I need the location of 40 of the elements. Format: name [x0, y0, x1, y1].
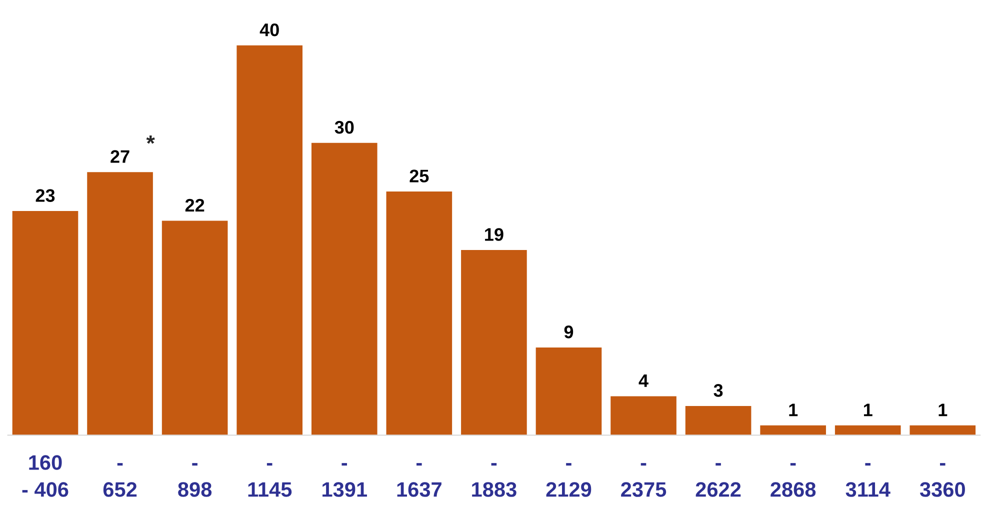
data-label: 23 [36, 189, 55, 202]
x-tick-label: - 1391 [322, 463, 367, 497]
data-label: 22 [185, 198, 204, 212]
x-tick-label: - 2622 [696, 463, 741, 497]
x-tick-label: - 2868 [770, 463, 816, 497]
x-tick-label: - 1883 [472, 463, 516, 497]
bar [87, 172, 153, 436]
data-label: 9 [564, 326, 574, 338]
data-label: 1 [938, 404, 948, 416]
data-label: 4 [638, 374, 648, 387]
x-tick-label: - 2129 [546, 463, 592, 497]
data-label: 1 [864, 404, 872, 416]
data-label: 3 [714, 384, 723, 397]
bar [536, 347, 602, 436]
bar [610, 396, 676, 436]
x-tick-label: - 898 [178, 463, 212, 497]
bar [685, 406, 752, 436]
data-label: 1 [789, 404, 798, 416]
x-tick-label: - 3360 [920, 463, 965, 497]
bar [311, 142, 378, 436]
x-tick-label: - 3114 [846, 463, 890, 497]
x-tick-label: - 1145 [248, 463, 292, 497]
bar [386, 192, 452, 436]
bar [162, 220, 228, 436]
annotation: * [146, 136, 155, 144]
x-tick-label: - 2375 [621, 463, 666, 497]
x-tick-label: 160 - 406 [22, 455, 68, 497]
bar [12, 211, 78, 436]
bar [236, 45, 302, 436]
bar [461, 250, 527, 436]
x-tick-label: - 652 [103, 463, 137, 497]
data-label: 25 [410, 170, 429, 182]
x-tick-label: - 1637 [397, 463, 442, 497]
bar [760, 425, 826, 436]
bar [910, 425, 976, 436]
data-label: 27 [110, 150, 130, 163]
bar [834, 425, 901, 436]
data-label: 40 [260, 23, 279, 36]
data-label: 19 [485, 228, 504, 241]
data-label: 30 [334, 120, 354, 134]
